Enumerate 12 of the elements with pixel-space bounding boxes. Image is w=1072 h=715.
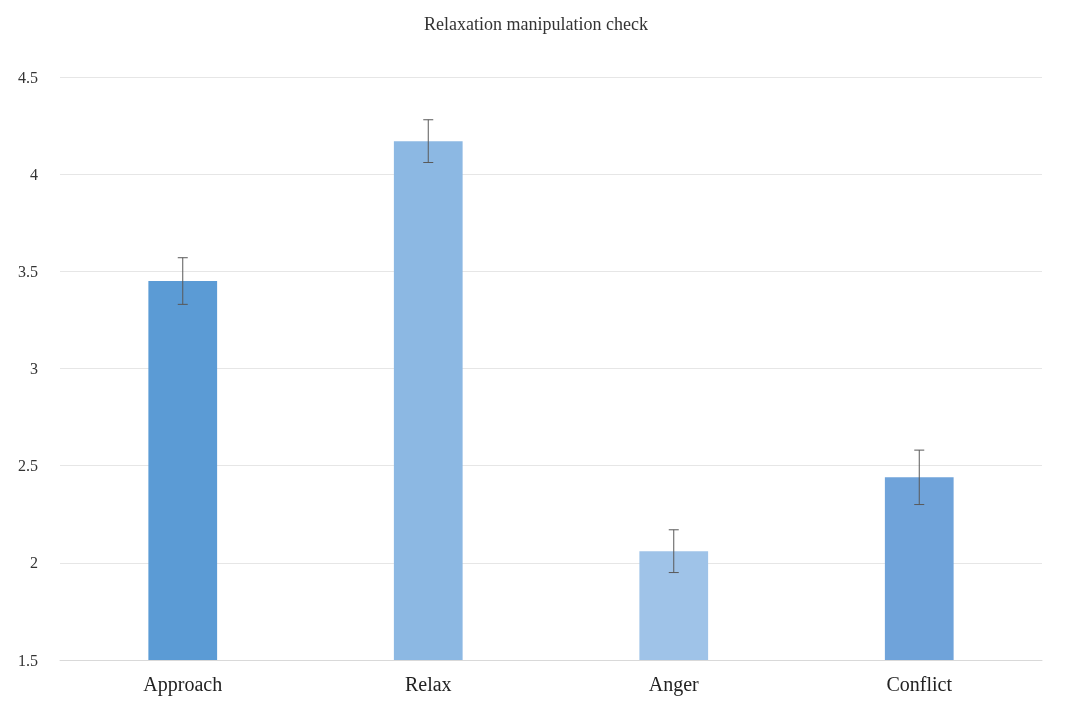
y-tick-label: 3 bbox=[30, 360, 38, 377]
y-tick-label: 2.5 bbox=[18, 457, 38, 475]
y-tick-label: 1.5 bbox=[18, 651, 38, 669]
y-tick-label: 3.5 bbox=[18, 262, 38, 280]
x-tick-label: Anger bbox=[648, 673, 700, 696]
y-tick-label: 4.5 bbox=[18, 68, 38, 86]
y-tick-label: 2 bbox=[30, 554, 38, 572]
x-tick-label: Relax bbox=[404, 673, 452, 695]
x-tick-label: Approach bbox=[143, 673, 223, 696]
y-tick-label: 4 bbox=[30, 165, 38, 183]
x-tick-label: Conflict bbox=[886, 673, 953, 695]
chart-title: Relaxation manipulation check bbox=[424, 14, 648, 34]
